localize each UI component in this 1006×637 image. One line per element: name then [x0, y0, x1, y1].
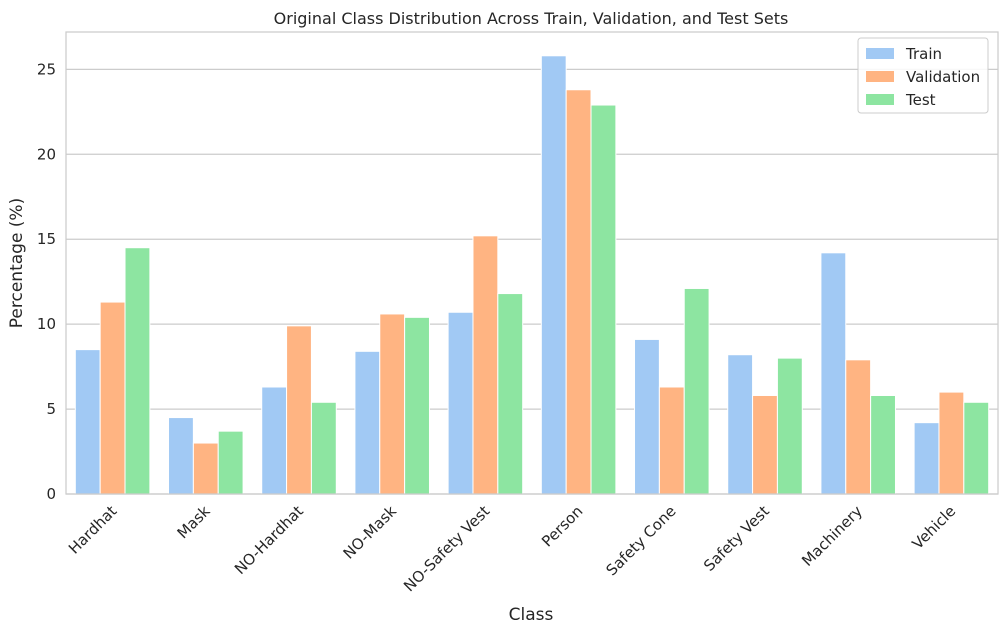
bar — [192, 442, 219, 495]
y-tick-label: 0 — [46, 485, 56, 503]
bar — [540, 55, 567, 495]
bar — [727, 354, 754, 495]
x-axis-label: Class — [509, 605, 554, 625]
y-axis-label: Percentage (%) — [7, 198, 27, 328]
y-tick-label: 25 — [37, 60, 56, 78]
bar — [870, 394, 896, 495]
bars — [74, 55, 990, 495]
bar — [99, 301, 126, 495]
y-tick-labels: 0 5 10 15 20 25 — [37, 60, 56, 503]
bar — [74, 349, 101, 495]
x-tick-label: Hardhat — [65, 502, 121, 558]
bar — [820, 252, 847, 495]
x-tick-labels: Hardhat Mask NO-Hardhat NO-Mask NO-Safety Ve… — [65, 502, 959, 595]
x-tick-label: Machinery — [798, 502, 866, 570]
legend-swatch — [866, 71, 894, 82]
legend-label: Validation — [906, 68, 980, 86]
x-tick-label: NO-Safety Vest — [400, 502, 493, 595]
x-tick-label: Safety Cone — [602, 502, 679, 579]
bar — [845, 359, 872, 495]
bar — [310, 401, 337, 495]
plot-frame — [65, 31, 999, 495]
x-tick-label: Safety Vest — [700, 502, 773, 575]
bar — [683, 287, 710, 495]
y-tick-label: 5 — [46, 400, 56, 418]
bar — [963, 401, 990, 495]
bar — [472, 235, 499, 495]
bar — [124, 247, 151, 495]
bar — [590, 104, 617, 495]
bar — [658, 386, 685, 495]
bar — [379, 313, 406, 495]
legend-swatch — [866, 94, 894, 105]
x-tick-label: Vehicle — [909, 502, 960, 553]
bar — [565, 89, 592, 495]
y-tick-label: 10 — [37, 315, 56, 333]
bar — [634, 338, 660, 495]
bar — [752, 394, 778, 495]
bar — [404, 316, 430, 495]
bar — [913, 422, 940, 495]
legend-swatch — [866, 48, 894, 59]
bar — [938, 391, 965, 495]
y-tick-label: 15 — [37, 230, 56, 248]
bar — [447, 311, 474, 495]
bar — [354, 350, 381, 495]
x-tick-label: NO-Mask — [340, 502, 401, 563]
y-tick-label: 20 — [37, 145, 56, 163]
bar — [261, 386, 288, 495]
x-tick-label: Person — [538, 502, 586, 550]
bar — [776, 357, 803, 495]
chart-title: Original Class Distribution Across Train… — [274, 9, 789, 28]
bar — [286, 325, 312, 495]
x-tick-label: NO-Hardhat — [231, 502, 307, 578]
x-tick-label: Mask — [174, 502, 214, 542]
legend-label: Train — [905, 45, 942, 63]
bar — [168, 417, 194, 495]
legend: Train Validation Test — [857, 37, 989, 114]
legend-label: Test — [905, 91, 936, 109]
bar — [217, 430, 244, 495]
bar — [497, 293, 524, 495]
